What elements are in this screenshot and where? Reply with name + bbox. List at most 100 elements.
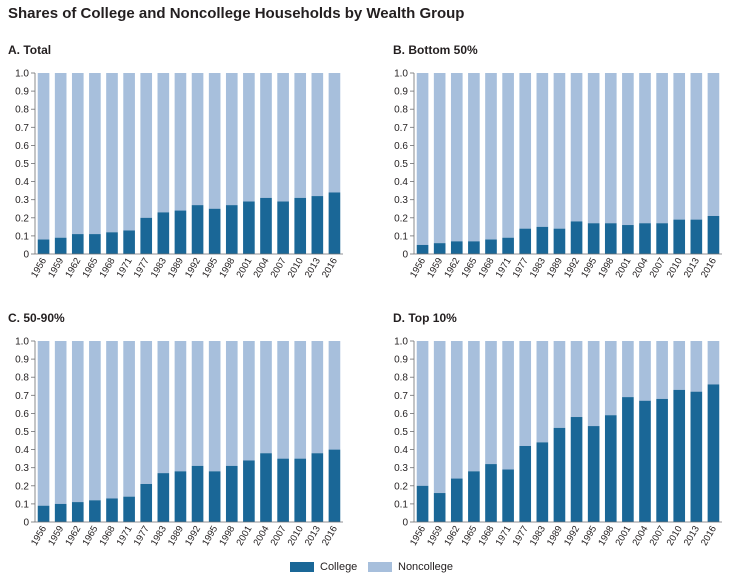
panel-3-ytick-label: 0.7	[15, 391, 29, 402]
panel-4-ytick-label: 0.3	[394, 463, 408, 474]
panel-3-ytick-label: 0	[23, 518, 29, 529]
panel-3-bar-college	[225, 465, 238, 522]
panel-2-bar-college	[673, 219, 686, 254]
panel-3-xtick-label: 2004	[252, 524, 272, 548]
panel-4-bar-college	[468, 471, 480, 522]
panel-1-xtick-label: 1995	[200, 256, 220, 280]
panel-4-xtick-label: 1995	[579, 524, 599, 548]
panel-1-bar-college	[277, 201, 289, 254]
panel-2-bar-noncollege	[502, 73, 514, 238]
panel-2-bar-noncollege	[416, 73, 429, 245]
panel-4-bar-college	[433, 493, 446, 522]
panel-4-bar-noncollege	[450, 341, 463, 479]
panel-2-xtick-label: 1977	[511, 256, 531, 280]
panel-2-bar-college	[536, 226, 549, 254]
panel-3-bar-college	[328, 449, 341, 522]
panel-2-bar-noncollege	[433, 73, 446, 244]
panel-3-bar-noncollege	[328, 341, 341, 450]
legend-swatch-college	[290, 562, 314, 572]
panel-1-bar-noncollege	[208, 73, 221, 209]
panel-3-xtick-label: 2010	[286, 524, 306, 548]
panel-2-title: B. Bottom 50%	[393, 43, 478, 57]
panel-1-xtick-label: 1959	[46, 256, 66, 280]
legend-swatch-noncollege	[368, 562, 392, 572]
panel-4-bar-college	[690, 391, 703, 522]
panel-1-bar-noncollege	[174, 73, 187, 211]
panel-2-bar-college	[433, 243, 446, 254]
panel-2-xtick-label: 1962	[442, 256, 462, 280]
panel-4-bar-college	[553, 427, 566, 522]
panel-3-bar-college	[89, 500, 101, 522]
panel-3-xtick-label: 1965	[80, 524, 100, 548]
panel-2-ytick-label: 1.0	[394, 69, 408, 80]
legend-item-noncollege: Noncollege	[368, 559, 453, 575]
panel-2-xtick-label: 1995	[579, 256, 599, 280]
panel-1-xtick-label: 1977	[132, 256, 152, 280]
panel-3-bar-noncollege	[243, 341, 255, 461]
panel-3-xtick-label: 2001	[234, 524, 254, 548]
panel-2-bar-noncollege	[707, 73, 720, 216]
panel-3-title: C. 50-90%	[8, 311, 65, 325]
panel-1-xtick-label: 2016	[320, 256, 340, 280]
panel-3-ytick-label: 0.2	[15, 481, 29, 492]
panel-4-bar-noncollege	[673, 341, 686, 390]
panel-1-bar-noncollege	[89, 73, 101, 235]
panel-1-bar-noncollege	[243, 73, 255, 202]
panel-4-ytick-label: 0.8	[394, 373, 408, 384]
panel-1-xtick-label: 2007	[269, 256, 289, 280]
panel-2-xtick-label: 2007	[648, 256, 668, 280]
panel-2-xtick-label: 1968	[477, 256, 497, 280]
panel-2-bar-noncollege	[570, 73, 583, 222]
panel-2-ytick-label: 0.3	[394, 195, 408, 206]
panel-1-bar-college	[328, 192, 341, 254]
panel-4-ytick-label: 0	[402, 518, 408, 529]
panel-4-bar-college	[673, 389, 686, 522]
panel-4-ytick-label: 1.0	[394, 337, 408, 348]
panel-1-ytick-label: 0	[23, 250, 29, 261]
panel-1-bar-noncollege	[277, 73, 289, 202]
panel-4-xtick-label: 2001	[613, 524, 633, 548]
panel-3-xtick-label: 1995	[200, 524, 220, 548]
panel-4-xtick-label: 1956	[408, 524, 428, 548]
panel-2-bar-noncollege	[690, 73, 703, 220]
panel-3-bar-noncollege	[191, 341, 204, 466]
panel-3-bar-noncollege	[208, 341, 221, 472]
page-title: Shares of College and Noncollege Househo…	[8, 5, 465, 22]
panel-2-bar-noncollege	[587, 73, 600, 224]
panel-2-bar-college	[604, 223, 617, 254]
panel-4-ytick-label: 0.6	[394, 409, 408, 420]
panel-3-bar-college	[174, 471, 187, 522]
legend-item-college: College	[290, 559, 357, 575]
panel-2-xtick-label: 1998	[596, 256, 616, 280]
panel-2-xtick-label: 2013	[682, 256, 702, 280]
panel-2-bar-noncollege	[604, 73, 617, 224]
panel-2-bar-college	[485, 239, 497, 254]
panel-2-bar-noncollege	[485, 73, 497, 240]
panel-4-bar-college	[604, 415, 617, 522]
panel-2-bar-noncollege	[656, 73, 668, 224]
legend-label-noncollege: Noncollege	[398, 561, 454, 573]
panel-2-ytick-label: 0.9	[394, 87, 408, 98]
panel-1-title: A. Total	[8, 43, 51, 57]
panel-4-xtick-label: 1962	[442, 524, 462, 548]
panel-2-bar-college	[570, 221, 583, 254]
panel-4-bar-college	[519, 445, 532, 522]
panel-3-xtick-label: 1983	[149, 524, 169, 548]
panel-1-ytick-label: 0.8	[15, 105, 29, 116]
panel-1-ytick-label: 0.7	[15, 123, 29, 134]
panel-1-bar-college	[140, 217, 153, 254]
panel-4-ytick-label: 0.7	[394, 391, 408, 402]
panel-2-ytick-label: 0.5	[394, 159, 408, 170]
panel-4-bar-noncollege	[519, 341, 532, 446]
panel-1-ytick-label: 1.0	[15, 69, 29, 80]
panel-4-xtick-label: 1959	[425, 524, 445, 548]
panel-2-ytick-label: 0.8	[394, 105, 408, 116]
panel-3-bar-noncollege	[89, 341, 101, 501]
panel-4-bar-college	[570, 417, 583, 522]
panel-4-bar-college	[707, 384, 720, 522]
panel-1-bar-college	[191, 205, 204, 254]
panel-1-bar-college	[243, 201, 255, 254]
panel-2-bar-noncollege	[519, 73, 532, 229]
panel-2-bar-college	[502, 237, 514, 254]
panel-1-bar-noncollege	[157, 73, 170, 213]
